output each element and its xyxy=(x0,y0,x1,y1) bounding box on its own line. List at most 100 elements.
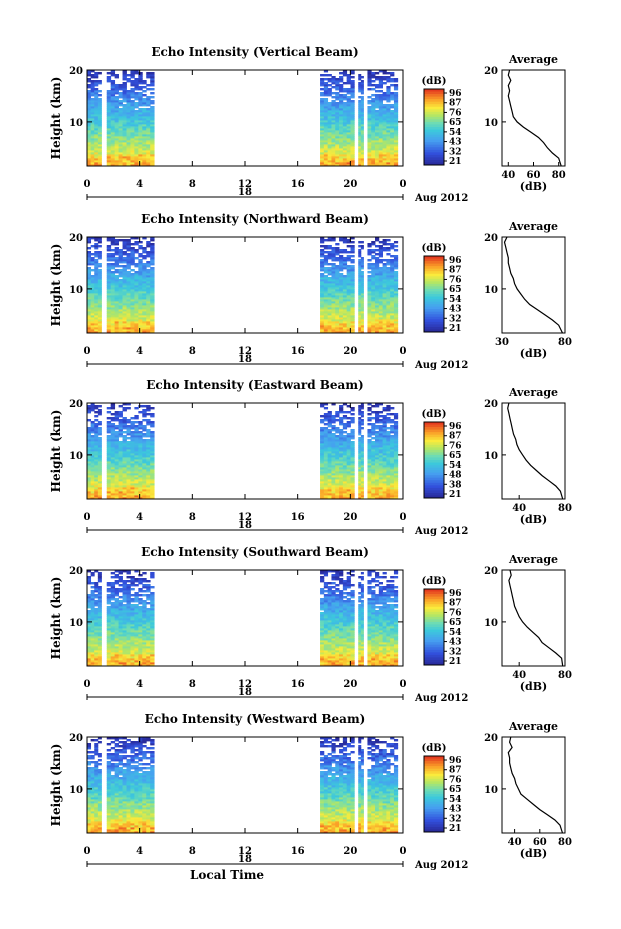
heatmap-cell xyxy=(122,257,127,260)
heatmap-cell xyxy=(110,317,116,320)
heatmap-cell xyxy=(97,102,102,105)
heatmap-cell xyxy=(360,419,364,422)
heatmap-cell xyxy=(342,122,348,125)
heatmap-cell xyxy=(97,277,102,280)
heatmap-cell xyxy=(118,656,123,659)
heatmap-cell xyxy=(106,118,112,121)
heatmap-cell xyxy=(358,461,362,464)
heatmap-cell xyxy=(110,447,116,450)
heatmap-cell xyxy=(323,289,329,292)
heatmap-cell xyxy=(87,648,92,651)
heatmap-cell xyxy=(134,94,139,97)
heatmap-cell xyxy=(110,315,116,318)
heatmap-cell xyxy=(97,80,102,83)
heatmap-cell xyxy=(342,445,348,448)
heatmap-cell xyxy=(360,265,364,268)
heatmap-cell xyxy=(335,331,340,334)
heatmap-cell xyxy=(358,124,362,127)
heatmap-cell xyxy=(114,76,119,79)
heatmap-cell xyxy=(150,138,155,141)
heatmap-cell xyxy=(114,108,119,111)
heatmap-cell xyxy=(323,407,329,410)
heatmap-cell xyxy=(122,253,127,256)
heatmap-cell xyxy=(106,281,112,284)
heatmap-cell xyxy=(358,407,362,410)
heatmap-cell xyxy=(130,249,135,252)
heatmap-cell xyxy=(371,148,376,151)
heatmap-cell xyxy=(138,136,143,139)
heatmap-cell xyxy=(122,487,127,490)
heatmap-cell xyxy=(134,148,139,151)
heatmap-cell xyxy=(130,269,135,272)
heatmap-cell xyxy=(87,614,92,617)
heatmap-cell xyxy=(106,640,112,643)
heatmap-cell xyxy=(335,461,340,464)
heatmap-cell xyxy=(114,413,119,416)
heatmap-cell xyxy=(350,162,355,165)
heatmap-cell xyxy=(327,263,332,266)
heatmap-cell xyxy=(382,150,387,153)
heatmap-cell xyxy=(118,104,123,107)
heatmap-cell xyxy=(138,72,143,75)
heatmap-cell xyxy=(114,624,119,627)
heatmap-cell xyxy=(110,572,116,575)
heatmap-cell xyxy=(90,283,95,286)
heatmap-cell xyxy=(110,473,116,476)
heatmap-cell xyxy=(327,156,332,159)
heatmap-cell xyxy=(371,309,376,312)
heatmap-cell xyxy=(382,148,387,151)
heatmap-cell xyxy=(150,84,155,87)
heatmap-cell xyxy=(375,303,380,306)
heatmap-cell xyxy=(90,493,95,496)
colorbar-tick-label: 96 xyxy=(449,89,462,99)
heatmap-cell xyxy=(327,423,332,426)
heatmap-cell xyxy=(346,281,351,284)
heatmap-cell xyxy=(346,140,351,143)
heatmap-cell xyxy=(114,411,119,414)
heatmap-cell xyxy=(106,427,112,430)
colorbar-segment xyxy=(424,124,444,128)
heatmap-cell xyxy=(138,293,143,296)
heatmap-cell xyxy=(87,114,92,117)
heatmap-cell xyxy=(134,407,139,410)
heatmap-cell xyxy=(339,489,344,492)
heatmap-cell xyxy=(87,485,92,488)
heatmap-cell xyxy=(106,247,112,250)
heatmap-cell xyxy=(382,313,387,316)
heatmap-cell xyxy=(350,457,355,460)
heatmap-cell xyxy=(320,325,325,328)
heatmap-cell xyxy=(382,134,387,137)
heatmap-cell xyxy=(146,453,151,456)
heatmap-cell xyxy=(110,265,116,268)
heatmap-cell xyxy=(94,425,99,428)
heatmap-cell xyxy=(367,317,372,320)
heatmap-cell xyxy=(150,237,155,240)
heatmap-cell xyxy=(106,407,112,410)
heatmap-cell xyxy=(320,112,325,115)
heatmap-cell xyxy=(106,108,112,111)
heatmap-cell xyxy=(335,449,340,452)
heatmap-cell xyxy=(114,443,119,446)
heatmap-cell xyxy=(346,325,351,328)
heatmap-cell xyxy=(320,104,325,107)
heatmap-cell xyxy=(150,415,155,418)
heatmap-cell xyxy=(94,658,99,661)
heatmap-cell xyxy=(142,102,147,105)
heatmap-cell xyxy=(90,443,95,446)
colorbar-segment xyxy=(424,271,444,275)
heatmap-cell xyxy=(87,269,92,272)
heatmap-cell xyxy=(110,622,116,625)
heatmap-cell xyxy=(358,152,362,155)
heatmap-cell xyxy=(320,477,325,480)
heatmap-cell xyxy=(342,114,348,117)
heatmap-cell xyxy=(138,245,143,248)
heatmap-cell xyxy=(94,405,99,408)
heatmap-cell xyxy=(150,257,155,260)
heatmap-cell xyxy=(375,455,380,458)
heatmap-cell xyxy=(346,451,351,454)
heatmap-cell xyxy=(126,475,131,478)
heatmap-cell xyxy=(106,90,112,93)
heatmap-cell xyxy=(122,301,127,304)
heatmap-cell xyxy=(375,497,380,500)
heatmap-cell xyxy=(360,427,364,430)
